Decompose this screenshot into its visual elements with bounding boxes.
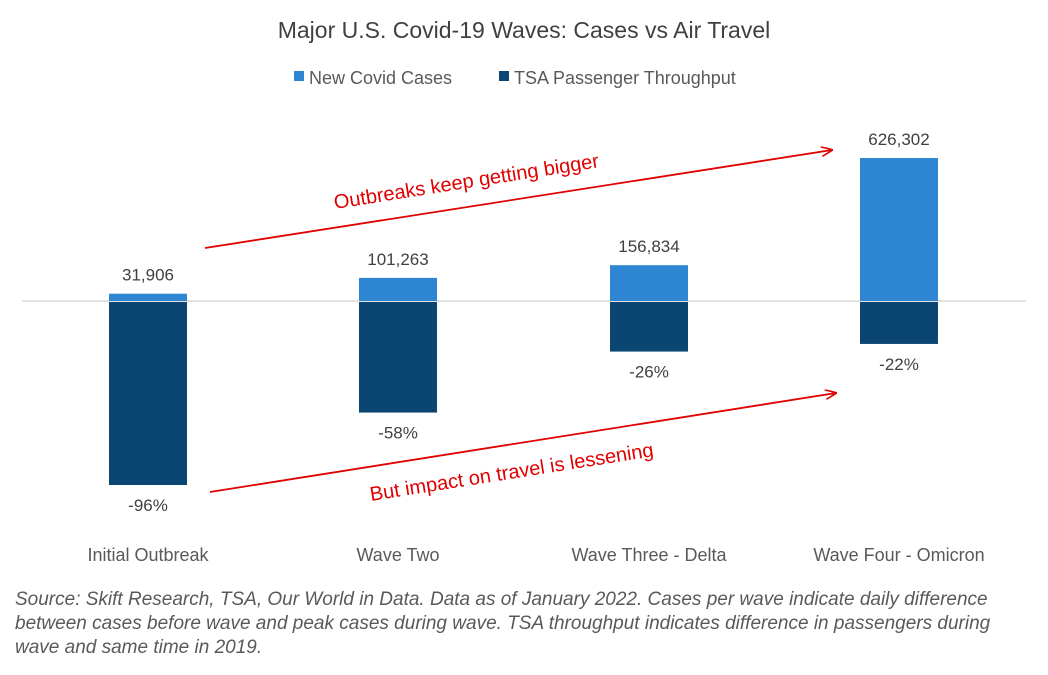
data-label-cases-3: 626,302 [868,130,929,149]
bar-tsa-3 [860,302,938,344]
data-label-tsa-2: -26% [629,363,669,382]
bar-cases-0 [109,293,187,301]
bar-tsa-1 [359,302,437,413]
category-labels-group: Initial Outbreak Wave Two Wave Three - Del… [87,545,984,565]
annotation-arrow-upper [204,150,832,249]
category-label-1: Wave Two [356,545,439,565]
annotation-upper: Outbreaks keep getting bigger [204,150,832,249]
data-label-cases-1: 101,263 [367,250,428,269]
bar-cases-2 [610,265,688,301]
bar-cases-3 [860,158,938,301]
data-label-cases-0: 31,906 [122,266,174,285]
data-labels-group: 31,906 -96% 101,263 -58% 156,834 -26% 626,302 -… [122,130,930,515]
category-label-0: Initial Outbreak [87,545,209,565]
legend: New Covid Cases TSA Passenger Throughput [294,68,736,88]
bar-tsa-2 [610,302,688,352]
legend-label-cases: New Covid Cases [309,68,452,88]
annotation-text-upper: Outbreaks keep getting bigger [332,150,600,214]
bar-tsa-0 [109,302,187,485]
annotation-text-lower: But impact on travel is lessening [368,439,655,506]
bars-group [109,158,938,485]
data-label-tsa-3: -22% [879,355,919,374]
annotation-arrow-lower [209,393,836,493]
category-label-3: Wave Four - Omicron [813,545,984,565]
legend-swatch-tsa [499,71,509,81]
data-label-cases-2: 156,834 [618,237,679,256]
data-label-tsa-0: -96% [128,496,168,515]
data-label-tsa-1: -58% [378,424,418,443]
bar-cases-1 [359,277,437,301]
legend-swatch-cases [294,71,304,81]
chart: Major U.S. Covid-19 Waves: Cases vs Air … [22,17,1026,565]
source-note: Source: Skift Research, TSA, Our World i… [15,589,991,658]
category-label-2: Wave Three - Delta [571,545,727,565]
annotation-lower: But impact on travel is lessening [209,393,836,506]
chart-title: Major U.S. Covid-19 Waves: Cases vs Air … [278,17,771,43]
legend-label-tsa: TSA Passenger Throughput [514,68,736,88]
